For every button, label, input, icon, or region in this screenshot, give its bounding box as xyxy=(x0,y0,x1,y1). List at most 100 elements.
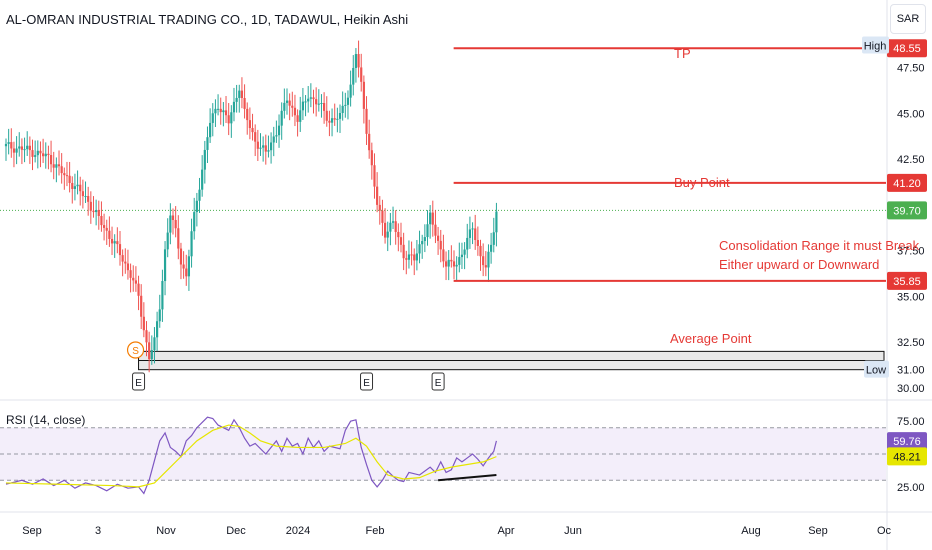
candle-body xyxy=(421,241,424,245)
event-marker-label: E xyxy=(135,378,142,389)
rsi-ma-value-label: 48.21 xyxy=(893,451,921,463)
candle-body xyxy=(190,231,193,257)
candle-body xyxy=(126,263,130,271)
candle-body xyxy=(79,184,82,192)
candle-body xyxy=(113,241,116,244)
date-tick-label: Jun xyxy=(564,525,582,537)
candle-body xyxy=(81,191,84,197)
candle-body xyxy=(312,97,315,100)
candle-body xyxy=(476,240,479,246)
candle-body xyxy=(455,264,458,267)
candle-body xyxy=(452,261,456,267)
candle-body xyxy=(121,255,124,262)
candle-body xyxy=(137,283,140,296)
candle-body xyxy=(474,228,477,241)
candle-body xyxy=(436,235,440,241)
candle-body xyxy=(28,145,31,151)
event-marker-box xyxy=(132,372,146,391)
candle-body xyxy=(405,258,408,260)
candle-body xyxy=(47,153,50,155)
candle-body xyxy=(156,321,159,338)
price-tick-label: 31.00 xyxy=(897,365,925,377)
candle-body xyxy=(129,270,132,278)
candle-body xyxy=(132,277,135,281)
candle-body xyxy=(57,164,61,167)
candle-body xyxy=(163,249,167,282)
candle-body xyxy=(259,147,262,149)
high-label-box xyxy=(862,36,889,54)
candle-body xyxy=(76,184,79,187)
candle-body xyxy=(378,204,381,211)
candle-body xyxy=(142,316,145,331)
low-label: Low xyxy=(866,365,886,377)
candle-body xyxy=(269,142,273,151)
candle-body xyxy=(439,240,442,250)
candle-body xyxy=(158,309,161,322)
candle-body xyxy=(248,120,251,129)
candle-body xyxy=(434,224,437,236)
candle-body xyxy=(243,98,246,109)
candle-body xyxy=(317,103,320,105)
buy-point-annotation: Buy Point xyxy=(674,175,730,190)
candle-body xyxy=(267,150,270,152)
candle-body xyxy=(214,108,217,114)
candle-body xyxy=(209,122,212,138)
candle-body xyxy=(174,219,177,229)
candle-body xyxy=(254,132,257,142)
event-marker-label: E xyxy=(363,378,370,389)
candle-body xyxy=(280,110,283,126)
candle-body xyxy=(368,133,371,151)
candle-body xyxy=(108,230,111,239)
candle-body xyxy=(468,229,472,238)
candle-body xyxy=(389,222,392,232)
candle-body xyxy=(84,196,87,198)
candle-body xyxy=(460,254,464,258)
date-tick-label: Sep xyxy=(22,525,42,537)
candle-body xyxy=(169,215,172,233)
price-tick-label: 42.50 xyxy=(897,154,925,166)
candle-body xyxy=(31,150,34,157)
rsi-tick-label: 75.00 xyxy=(897,416,925,428)
candle-body xyxy=(394,221,397,232)
candle-body xyxy=(224,110,228,116)
candle-body xyxy=(471,228,474,230)
candle-body xyxy=(100,215,103,226)
level-price-badge xyxy=(887,271,927,290)
level-price-label: 41.20 xyxy=(893,178,921,190)
rsi-title: RSI (14, close) xyxy=(6,413,86,427)
last-price-badge xyxy=(887,201,927,220)
price-tick-label: 45.00 xyxy=(897,108,925,120)
candle-body xyxy=(55,164,58,168)
candle-body xyxy=(124,261,127,264)
candle-body xyxy=(320,103,323,105)
candle-body xyxy=(251,128,254,133)
candle-body xyxy=(492,232,495,245)
candle-body xyxy=(346,97,350,105)
date-tick-label: Sep xyxy=(808,525,828,537)
date-tick-label: 2024 xyxy=(286,525,310,537)
candle-body xyxy=(362,81,365,109)
candle-body xyxy=(479,245,482,257)
candle-body xyxy=(360,67,363,82)
candle-body xyxy=(277,125,281,136)
candle-body xyxy=(240,90,244,99)
candle-body xyxy=(447,259,450,267)
candle-body xyxy=(325,110,328,121)
date-tick-label: Dec xyxy=(226,525,246,537)
chart-title: AL-OMRAN INDUSTRIAL TRADING CO., 1D, TAD… xyxy=(6,12,409,27)
rsi-value-badge xyxy=(887,432,927,451)
candle-body xyxy=(65,175,69,177)
event-marker-box xyxy=(431,372,445,391)
candle-body xyxy=(15,148,18,153)
candle-body xyxy=(89,201,92,211)
candle-body xyxy=(222,110,225,113)
candle-body xyxy=(7,142,10,144)
candle-body xyxy=(73,186,77,189)
candle-body xyxy=(413,254,416,261)
currency-button[interactable]: SAR xyxy=(890,4,926,34)
candle-body xyxy=(18,146,21,149)
candle-body xyxy=(201,169,204,190)
candle-body xyxy=(232,101,236,113)
rsi-tick-label: 25.00 xyxy=(897,482,925,494)
